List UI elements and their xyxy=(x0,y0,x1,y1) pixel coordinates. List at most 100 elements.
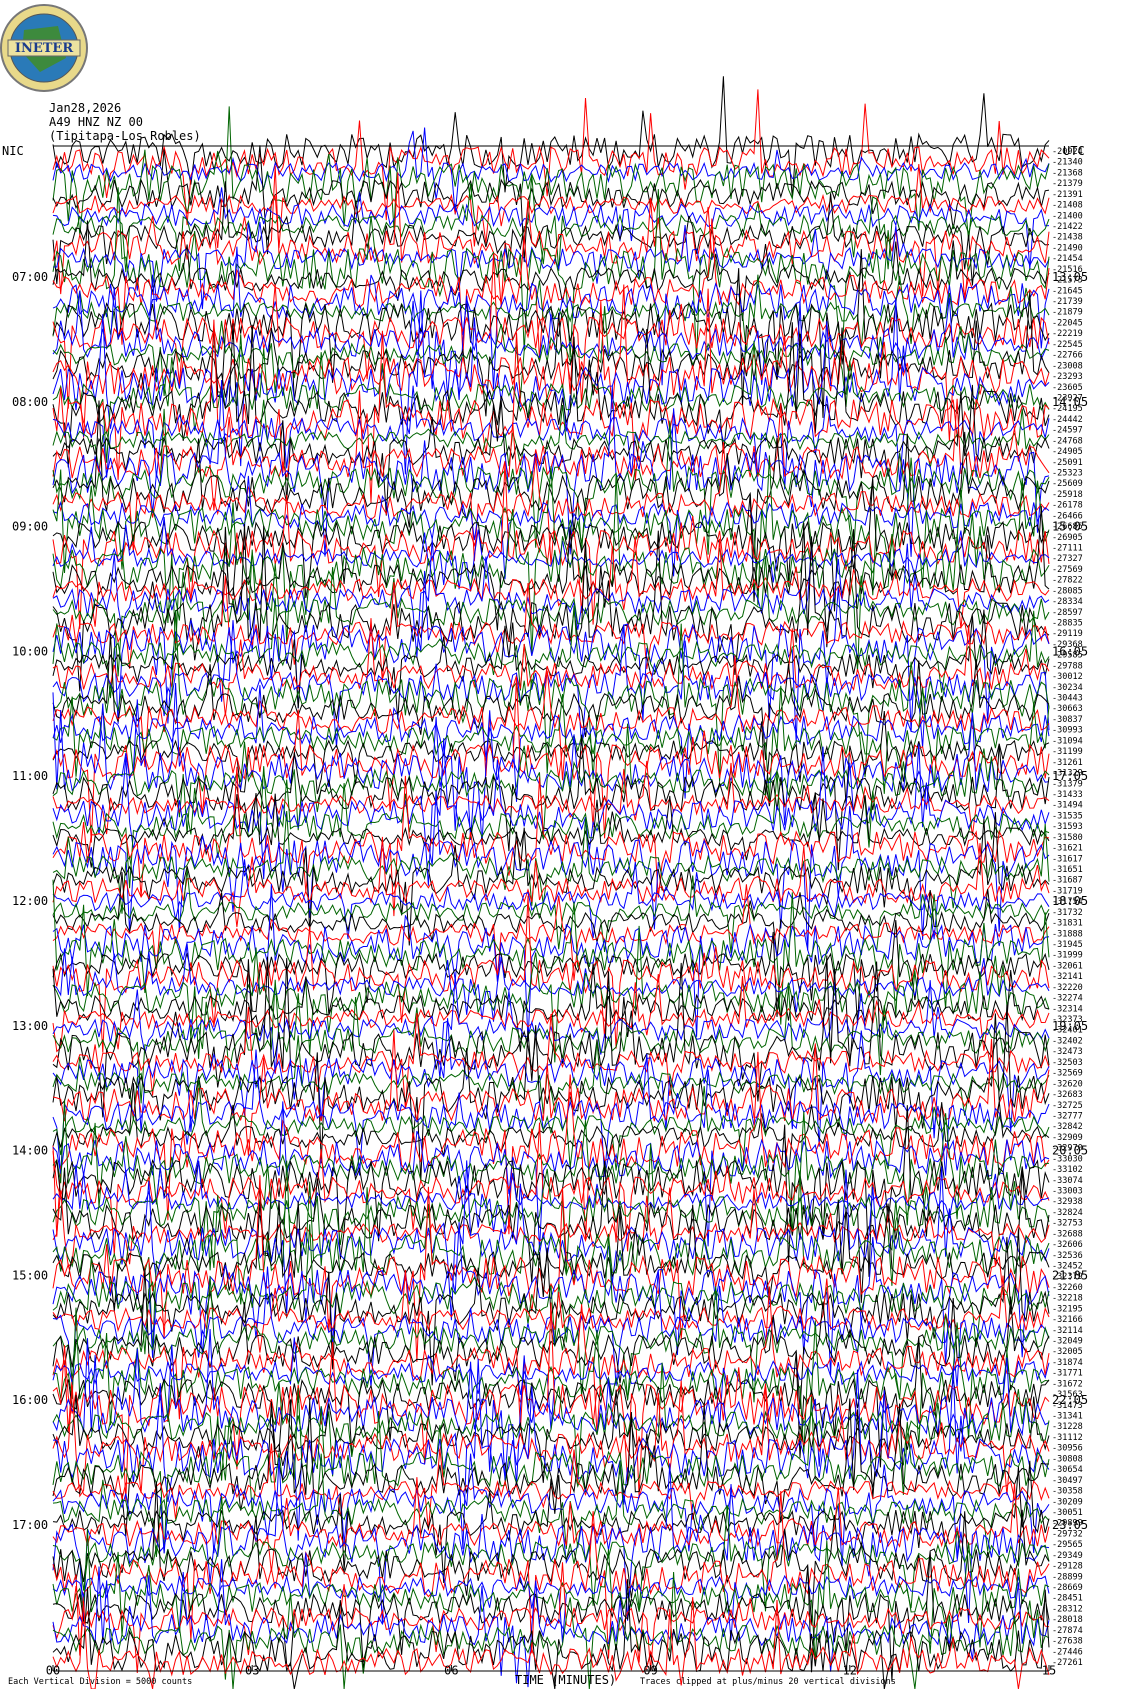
row-count: -25918 xyxy=(1052,490,1083,500)
left-time: 15:00 xyxy=(12,1268,48,1282)
trace xyxy=(52,274,1050,400)
row-count: -33074 xyxy=(1052,1176,1083,1186)
row-count: -30497 xyxy=(1052,1476,1083,1486)
traces xyxy=(52,76,1050,1690)
trace xyxy=(52,1049,1050,1176)
row-count: -30051 xyxy=(1052,1508,1083,1518)
row-count: -22045 xyxy=(1052,318,1083,328)
row-count: -31228 xyxy=(1052,1422,1083,1432)
trace xyxy=(52,1389,1050,1499)
footer-note-left: Each Vertical Division = 5000 counts xyxy=(8,1677,192,1687)
row-count: -21438 xyxy=(1052,233,1083,243)
row-count: -28018 xyxy=(1052,1615,1083,1625)
row-count: -32218 xyxy=(1052,1294,1083,1304)
x-tick-label: 12 xyxy=(843,1664,857,1678)
trace xyxy=(52,475,1050,580)
left-time: 11:00 xyxy=(12,769,48,783)
trace xyxy=(52,1562,1050,1674)
trace xyxy=(52,682,1050,845)
trace xyxy=(52,979,1050,1104)
row-count: -31687 xyxy=(1052,876,1083,886)
trace xyxy=(52,1175,1050,1362)
trace xyxy=(52,1380,1050,1498)
row-count: -31672 xyxy=(1052,1379,1083,1389)
row-count: -29119 xyxy=(1052,629,1083,639)
row-count: -29732 xyxy=(1052,1529,1083,1539)
row-count: -32114 xyxy=(1052,1326,1083,1336)
trace xyxy=(52,1387,1050,1554)
row-count: -26466 xyxy=(1052,511,1083,521)
row-count: -32473 xyxy=(1052,1047,1083,1057)
trace xyxy=(52,539,1050,658)
row-count: -32005 xyxy=(1052,1347,1083,1357)
row-count: -32777 xyxy=(1052,1111,1083,1121)
row-count: -32753 xyxy=(1052,1219,1083,1229)
row-count: -30808 xyxy=(1052,1454,1083,1464)
row-count: -32824 xyxy=(1052,1208,1083,1218)
row-count: -21400 xyxy=(1052,211,1083,221)
row-count: -22766 xyxy=(1052,351,1083,361)
trace xyxy=(52,760,1050,836)
trace xyxy=(52,379,1050,557)
trace xyxy=(52,1160,1050,1303)
row-count: -29788 xyxy=(1052,661,1083,671)
row-count: -21645 xyxy=(1052,286,1083,296)
trace xyxy=(52,473,1050,672)
row-count: -32379 xyxy=(1052,1272,1083,1282)
trace xyxy=(52,676,1050,843)
trace xyxy=(52,1496,1050,1612)
right-time: 13:05 xyxy=(1052,270,1088,284)
trace xyxy=(52,522,1050,692)
trace xyxy=(52,1457,1050,1624)
row-count: -27569 xyxy=(1052,565,1083,575)
row-count: -29349 xyxy=(1052,1551,1083,1561)
trace xyxy=(52,322,1050,468)
trace xyxy=(52,738,1050,886)
trace xyxy=(52,609,1050,720)
row-count: -28312 xyxy=(1052,1604,1083,1614)
row-count: -24597 xyxy=(1052,426,1083,436)
row-count: -21422 xyxy=(1052,222,1083,232)
row-count: -26178 xyxy=(1052,501,1083,511)
row-count: -32373 xyxy=(1052,1015,1083,1025)
trace xyxy=(52,408,1050,555)
row-count: -30837 xyxy=(1052,715,1083,725)
trace xyxy=(52,1101,1050,1251)
trace xyxy=(52,218,1050,360)
row-count: -31433 xyxy=(1052,790,1083,800)
trace xyxy=(52,1078,1050,1172)
row-count: -31261 xyxy=(1052,758,1083,768)
trace xyxy=(52,1004,1050,1182)
right-time: 22:05 xyxy=(1052,1393,1088,1407)
row-count: -31771 xyxy=(1052,1369,1083,1379)
footer-note-right: Traces clipped at plus/minus 20 vertical… xyxy=(640,1677,896,1687)
trace xyxy=(52,575,1050,683)
trace xyxy=(52,859,1050,940)
date: Jan28,2026 xyxy=(49,101,121,115)
right-time: 18:05 xyxy=(1052,894,1088,908)
trace xyxy=(52,1490,1050,1659)
row-count: -32401 xyxy=(1052,1026,1083,1036)
row-count: -27822 xyxy=(1052,576,1083,586)
row-count: -31379 xyxy=(1052,779,1083,789)
row-count: -23293 xyxy=(1052,372,1083,382)
right-time: 14:05 xyxy=(1052,395,1088,409)
left-time: 14:00 xyxy=(12,1144,48,1158)
row-count: -32536 xyxy=(1052,1251,1083,1261)
row-count: -31329 xyxy=(1052,769,1083,779)
row-count: -33003 xyxy=(1052,1186,1083,1196)
row-count: -31563 xyxy=(1052,1390,1083,1400)
right-time: 21:05 xyxy=(1052,1268,1088,1282)
row-count: -30956 xyxy=(1052,1444,1083,1454)
row-count: -22219 xyxy=(1052,329,1083,339)
trace xyxy=(52,1160,1050,1321)
trace xyxy=(52,145,1050,263)
x-tick-label: 06 xyxy=(444,1664,458,1678)
row-count: -32842 xyxy=(1052,1122,1083,1132)
row-count: -28835 xyxy=(1052,619,1083,629)
row-count: -32503 xyxy=(1052,1058,1083,1068)
row-count: -24768 xyxy=(1052,436,1083,446)
row-count: -30993 xyxy=(1052,726,1083,736)
trace xyxy=(52,1559,1050,1688)
